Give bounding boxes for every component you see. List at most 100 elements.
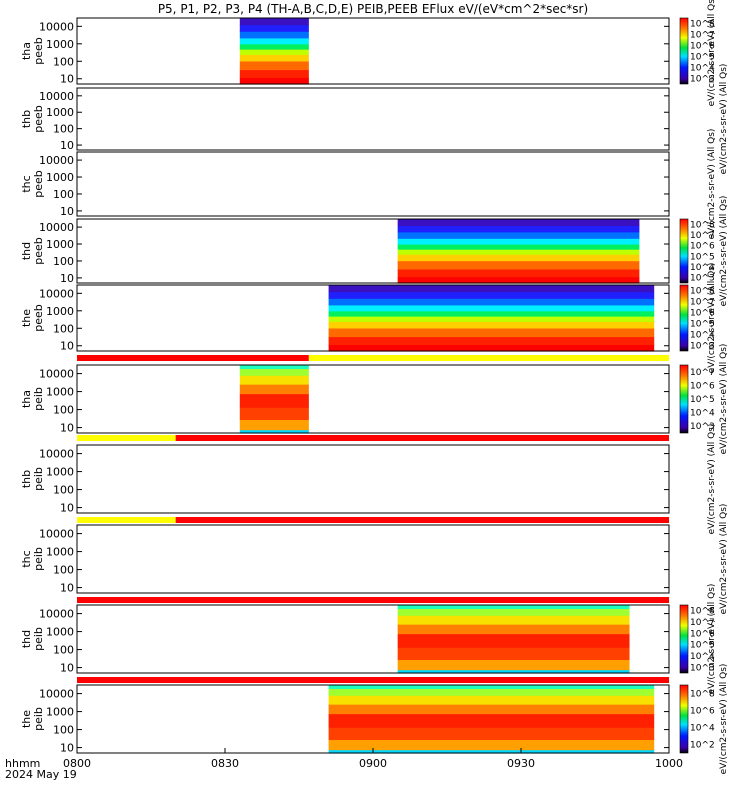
spectrogram-band bbox=[397, 276, 640, 284]
y-tick-label: 100 bbox=[53, 724, 74, 737]
y-axis-label-line: thb bbox=[20, 470, 33, 488]
colorbar-units-label: eV/(cm2-s-sr-eV) (All Qs) bbox=[707, 424, 717, 535]
y-axis-label: thepeeb bbox=[20, 304, 45, 332]
spectrogram-band bbox=[397, 647, 630, 660]
colorbar-units-label: eV/(cm2-s-sr-eV) (All Qs) bbox=[707, 584, 717, 695]
spectrogram-band bbox=[328, 713, 655, 728]
spectrogram-band bbox=[239, 393, 309, 408]
y-tick-label: 10000 bbox=[39, 448, 74, 461]
y-axis-label: thbpeeb bbox=[20, 105, 45, 133]
panel-thc-peib: 10 100 1000 10000 thcpeib eV/(cm2-s-sr-eV) (A… bbox=[20, 504, 729, 615]
colorbar-tick-label: 10^8 bbox=[690, 690, 715, 700]
spectrogram-band bbox=[328, 316, 655, 322]
panel-thd-peib: 10100100010000thdpeib10^310^410^510^610^… bbox=[20, 584, 717, 695]
spectrogram-band bbox=[397, 268, 640, 278]
spectrogram-band bbox=[328, 704, 655, 715]
y-tick-label: 1000 bbox=[46, 171, 74, 184]
colorbar-tick-label: 10^3 bbox=[690, 274, 715, 284]
spectrogram-band bbox=[239, 429, 309, 434]
spectrogram-block bbox=[239, 365, 309, 434]
panel-frame bbox=[76, 17, 670, 85]
panel-frame bbox=[76, 87, 670, 151]
y-tick-label: 10 bbox=[60, 272, 74, 285]
y-tick-label: 1000 bbox=[46, 305, 74, 318]
colorbar-tick-label: 10^8 bbox=[690, 20, 715, 30]
spectrogram-band bbox=[239, 69, 309, 78]
panel-thd-peeb: 10100100010000thdpeeb10^310^410^510^610^… bbox=[20, 196, 729, 307]
y-axis-label-line: peeb bbox=[32, 105, 45, 133]
y-tick-label: 1000 bbox=[46, 106, 74, 119]
colorbar-tick-label: 10^7 bbox=[690, 368, 715, 378]
colorbar-tick-label: 10^3 bbox=[690, 75, 715, 85]
y-tick-label: 10000 bbox=[39, 608, 74, 621]
spectrogram-band bbox=[239, 18, 309, 26]
y-axis-label-line: peeb bbox=[32, 304, 45, 332]
spectrogram-band bbox=[397, 219, 640, 226]
y-axis-label-line: peib bbox=[32, 547, 45, 571]
y-axis-label: thdpeib bbox=[20, 627, 45, 651]
y-tick-label: 10 bbox=[60, 502, 74, 515]
colorbar-tick-label: 10^4 bbox=[690, 64, 715, 74]
x-tick-label: 1000 bbox=[655, 757, 683, 770]
x-tick-label: 0800 bbox=[63, 757, 91, 770]
colorbar-tick-label: 10^6 bbox=[690, 42, 715, 52]
spectrogram-band bbox=[328, 688, 655, 696]
spectrogram-band bbox=[239, 77, 309, 85]
colorbar-tick-label: 10^4 bbox=[690, 724, 715, 734]
y-tick-label: 10000 bbox=[39, 90, 74, 103]
spectrogram-band bbox=[397, 615, 630, 625]
colorbar bbox=[679, 684, 689, 754]
spectrogram-band bbox=[239, 375, 309, 385]
y-tick-label: 10000 bbox=[39, 20, 74, 33]
colorbar-tick-label: 10^7 bbox=[690, 298, 715, 308]
colorbar-units-label: eV/(cm2-s-sr-eV) (All Qs) bbox=[707, 263, 717, 374]
y-tick-label: 10 bbox=[60, 582, 74, 595]
spectrogram-band bbox=[239, 365, 309, 369]
colorbar bbox=[679, 17, 689, 85]
status-bar-segment bbox=[77, 517, 176, 523]
spectrogram-band bbox=[328, 727, 655, 740]
y-tick-label: 10 bbox=[60, 662, 74, 675]
colorbar-tick-label: 10^6 bbox=[690, 309, 715, 319]
panel-thc-peeb: 10 100 1000 10000 thcpeeb eV/(cm2-s-sr-eV) (A… bbox=[20, 129, 717, 240]
panel-frame bbox=[76, 284, 670, 352]
y-tick-label: 10 bbox=[60, 73, 74, 86]
panel-frame bbox=[76, 524, 670, 594]
panel-frame bbox=[76, 151, 670, 217]
y-axis-label-line: peib bbox=[32, 707, 45, 731]
status-bar-segment bbox=[308, 355, 669, 361]
spectrogram-band bbox=[397, 605, 630, 609]
spectrogram-band bbox=[397, 669, 630, 674]
y-tick-label: 100 bbox=[53, 644, 74, 657]
colorbar-units-label: eV/(cm2-s-sr-eV) (All Qs) bbox=[719, 664, 729, 775]
spectrogram-band bbox=[397, 238, 640, 245]
spectrogram-band bbox=[397, 254, 640, 262]
y-axis-label-line: the bbox=[20, 309, 33, 327]
y-tick-label: 10 bbox=[60, 422, 74, 435]
y-tick-label: 10 bbox=[60, 340, 74, 353]
x-tick-label: 0900 bbox=[359, 757, 387, 770]
colorbar-tick-label: 10^6 bbox=[690, 381, 715, 391]
colorbar bbox=[679, 364, 689, 434]
y-axis-label-line: peeb bbox=[32, 37, 45, 65]
spectrogram-band bbox=[328, 298, 655, 306]
y-tick-label: 100 bbox=[53, 255, 74, 268]
y-axis-label: thcpeib bbox=[20, 547, 45, 571]
y-axis-label-line: peib bbox=[32, 387, 45, 411]
y-axis-label-line: peib bbox=[32, 627, 45, 651]
spectrogram-band bbox=[239, 419, 309, 431]
y-axis-label-line: peib bbox=[32, 467, 45, 491]
y-axis-label: thapeeb bbox=[20, 37, 45, 65]
y-axis-label-line: tha bbox=[20, 42, 33, 60]
y-axis-label-line: thb bbox=[20, 110, 33, 128]
y-tick-label: 100 bbox=[53, 188, 74, 201]
spectrogram-band bbox=[397, 608, 630, 616]
colorbar-tick-label: 10^3 bbox=[690, 663, 715, 673]
panel-frame bbox=[76, 218, 670, 284]
y-axis-label-line: thd bbox=[20, 242, 33, 260]
spectrogram-band bbox=[239, 31, 309, 39]
x-tick-label: 0830 bbox=[211, 757, 239, 770]
y-tick-label: 100 bbox=[53, 564, 74, 577]
colorbar-tick-label: 10^5 bbox=[690, 320, 715, 330]
y-tick-label: 1000 bbox=[46, 546, 74, 559]
